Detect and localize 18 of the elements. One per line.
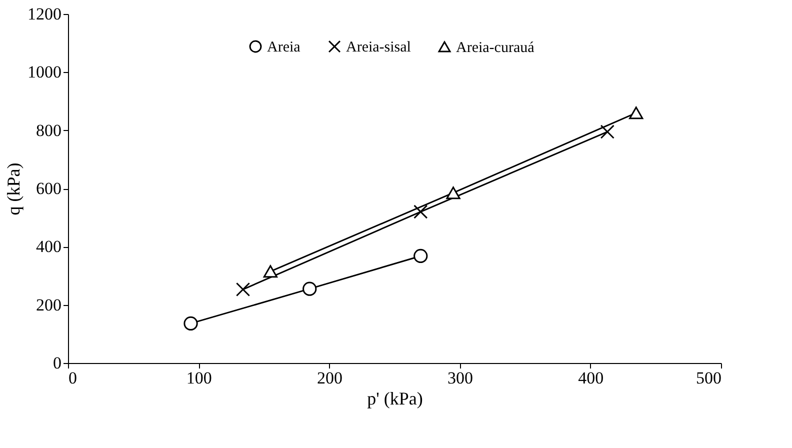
x-tick-label: 100 [186, 368, 212, 388]
y-tick-label: 1200 [28, 4, 62, 24]
y-tick-label: 200 [36, 295, 62, 314]
y-axis-title: q (kPa) [4, 162, 24, 216]
y-tick-label: 1000 [28, 62, 62, 82]
y-tick-label: 400 [36, 237, 62, 256]
y-tick-label: 800 [36, 120, 62, 140]
x-tick-label: 500 [696, 368, 722, 388]
x-axis-title: p' (kPa) [367, 388, 423, 408]
x-tick-label: 400 [578, 368, 604, 388]
legend-label: Areia-sisal [346, 40, 411, 56]
legend-label: Areia-curauá [456, 40, 535, 56]
y-tick-label: 0 [53, 354, 62, 372]
y-tick-label: 600 [36, 179, 62, 198]
x-tick-label: 200 [316, 368, 342, 388]
x-tick-label: 300 [448, 368, 474, 388]
legend-label: Areia [267, 40, 301, 56]
x-tick-label: 0 [68, 368, 77, 388]
